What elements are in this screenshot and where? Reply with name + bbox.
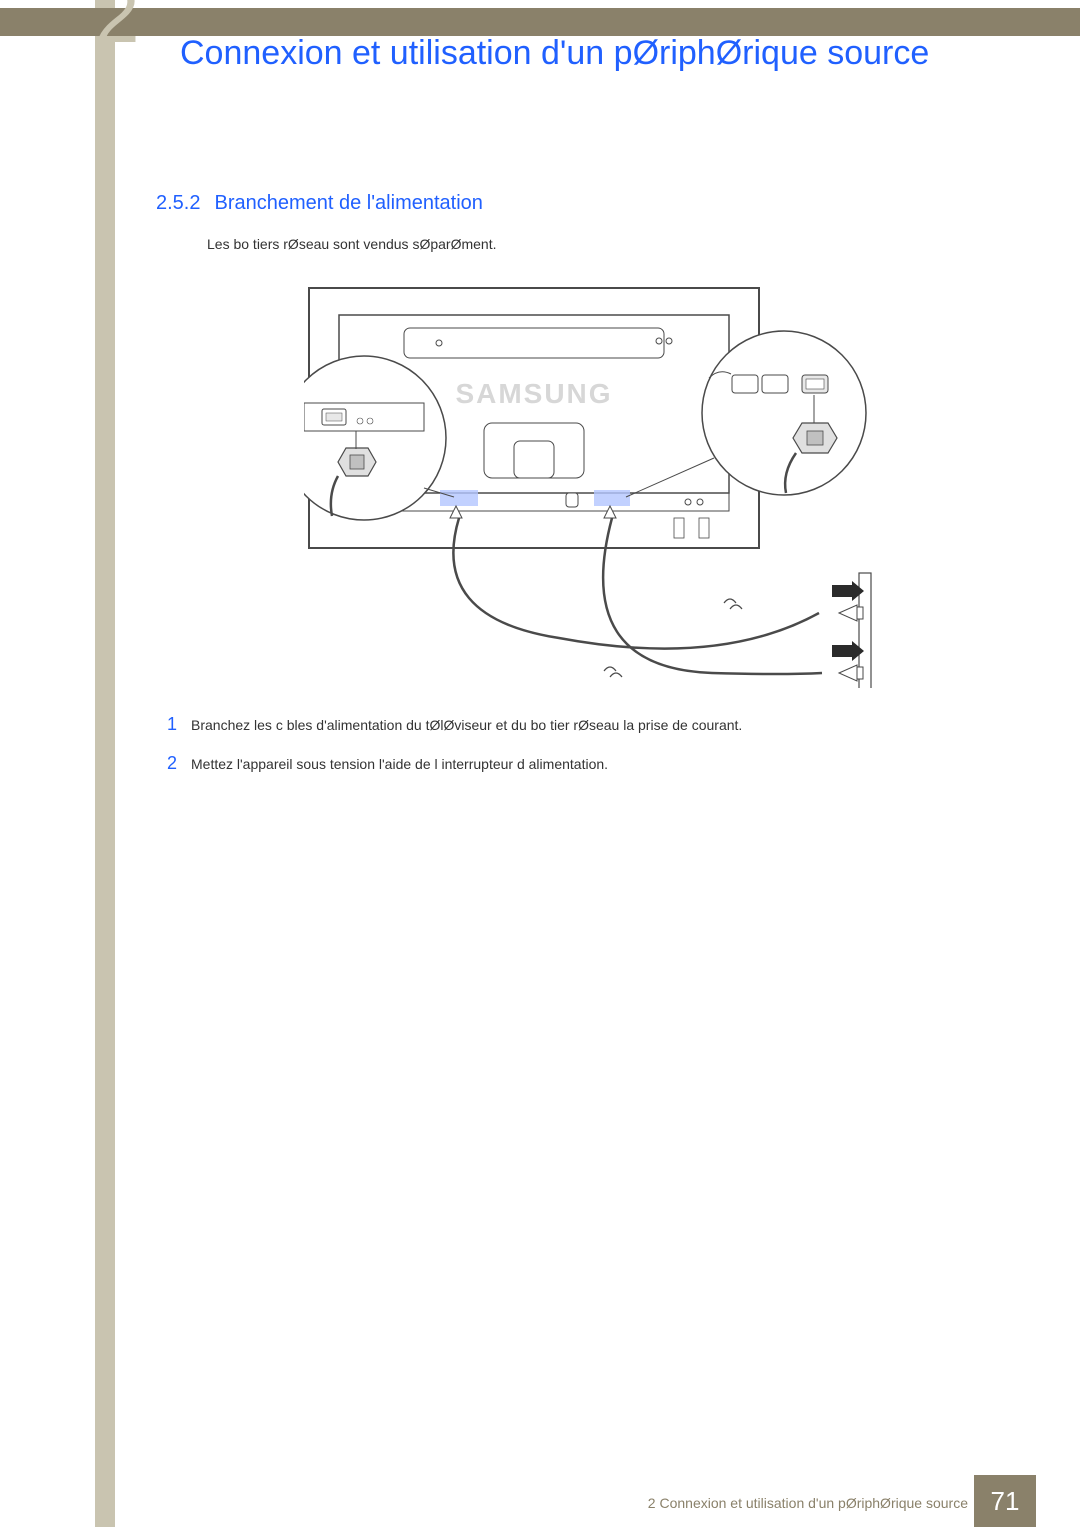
highlight-power-port-right: [594, 490, 630, 506]
step-number: 1: [167, 714, 191, 735]
section-heading: 2.5.2 Branchement de l'alimentation: [156, 192, 483, 215]
slack-marks: [604, 599, 742, 677]
section-number: 2.5.2: [156, 192, 200, 214]
footer-chapter-label: 2 Connexion et utilisation d'un pØriphØr…: [648, 1495, 968, 1511]
nub-mid: [566, 493, 578, 507]
page-root: 2 Connexion et utilisation d'un pØriphØr…: [0, 0, 1080, 1527]
section-title: Branchement de l'alimentation: [214, 192, 482, 214]
step-item: 2 Mettez l'appareil sous tension l'aide …: [167, 753, 967, 774]
steps-list: 1 Branchez les c bles d'alimentation du …: [167, 714, 967, 792]
brand-text: SAMSUNG: [455, 378, 612, 409]
side-strip: [95, 0, 115, 1527]
highlight-power-port-left: [440, 490, 478, 506]
step-text: Branchez les c bles d'alimentation du tØ…: [191, 717, 742, 733]
chapter-title: Connexion et utilisation d'un pØriphØriq…: [180, 32, 940, 75]
step-item: 1 Branchez les c bles d'alimentation du …: [167, 714, 967, 735]
zoom-right-circle: [702, 331, 866, 495]
step-text: Mettez l'appareil sous tension l'aide de…: [191, 756, 608, 772]
diagram-svg: SAMSUNG: [304, 283, 884, 688]
zoom-left-port-inner: [326, 413, 342, 421]
power-connection-diagram: SAMSUNG: [304, 283, 884, 688]
page-footer: 2 Connexion et utilisation d'un pØriphØr…: [0, 1475, 1080, 1527]
chapter-number-badge: 2: [95, 0, 165, 45]
step-number: 2: [167, 753, 191, 774]
section-intro: Les bo tiers rØseau sont vendus sØparØme…: [207, 236, 496, 252]
page-number: 71: [974, 1475, 1036, 1527]
